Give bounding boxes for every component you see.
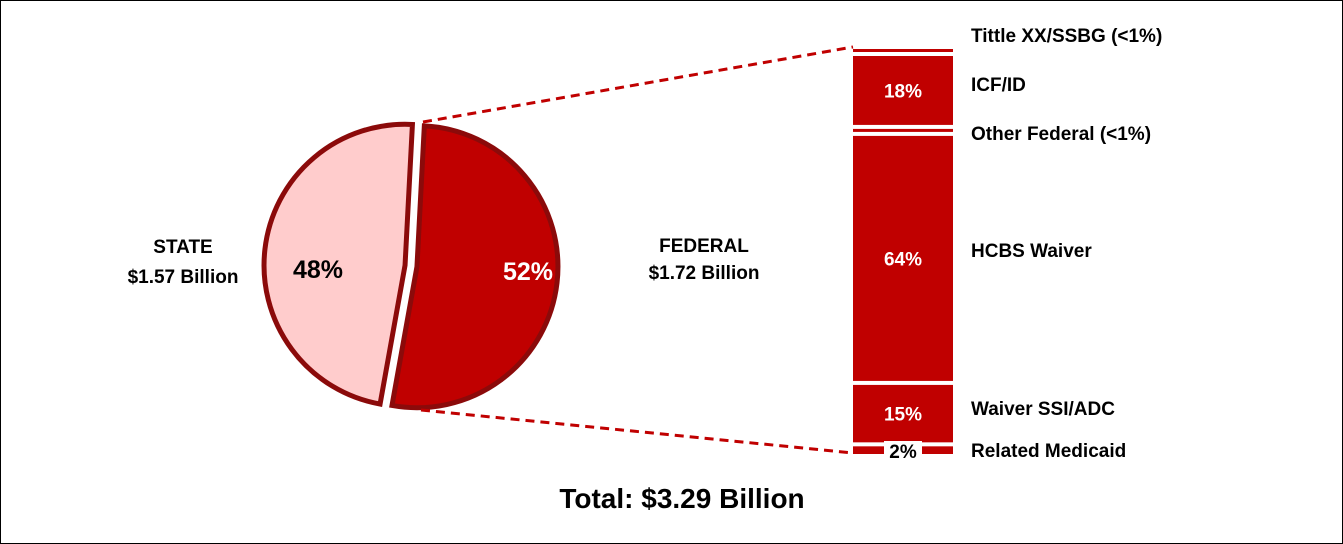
- bar-label-waiver-ssi-adc: Waiver SSI/ADC: [971, 399, 1115, 420]
- bar-value-related-medicaid: 2%: [889, 442, 917, 463]
- bar-label-other-federal: Other Federal (<1%): [971, 124, 1151, 145]
- pie-slice-state: [261, 121, 416, 407]
- total-label: Total: $3.29 Billion: [559, 483, 804, 514]
- state-label-amount: $1.57 Billion: [128, 267, 239, 288]
- bar-label-related-medicaid: Related Medicaid: [971, 441, 1126, 462]
- state-label-name: STATE: [153, 237, 212, 258]
- bar-value-hcbs-waiver: 64%: [884, 249, 922, 270]
- pie-label-state-percent: 48%: [293, 256, 343, 284]
- connector-line-bottom: [420, 408, 854, 455]
- bar-segment-title-xx-ssbg: [853, 49, 953, 52]
- bar-segment-other-federal: [853, 128, 953, 132]
- bar-segment-icf-id: [853, 56, 953, 125]
- pie-label-federal-percent: 52%: [503, 258, 553, 286]
- bar-value-icf-id: 18%: [884, 81, 922, 102]
- federal-label-name: FEDERAL: [659, 236, 749, 257]
- bar-segment-hcbs-waiver: [853, 135, 953, 381]
- bar-value-related-medicaid-box: [884, 441, 922, 463]
- bar-label-icf-id: ICF/ID: [971, 75, 1026, 96]
- federal-label-amount: $1.72 Billion: [649, 263, 760, 284]
- bar-segment-waiver-ssi-adc: [853, 384, 953, 443]
- connector-line-top: [422, 45, 854, 124]
- bar-value-waiver-ssi-adc: 15%: [884, 405, 922, 426]
- pie-slice-federal: [389, 123, 561, 411]
- bar-label-title-xx-ssbg: Tittle XX/SSBG (<1%): [971, 26, 1162, 47]
- bar-label-hcbs-waiver: HCBS Waiver: [971, 241, 1092, 262]
